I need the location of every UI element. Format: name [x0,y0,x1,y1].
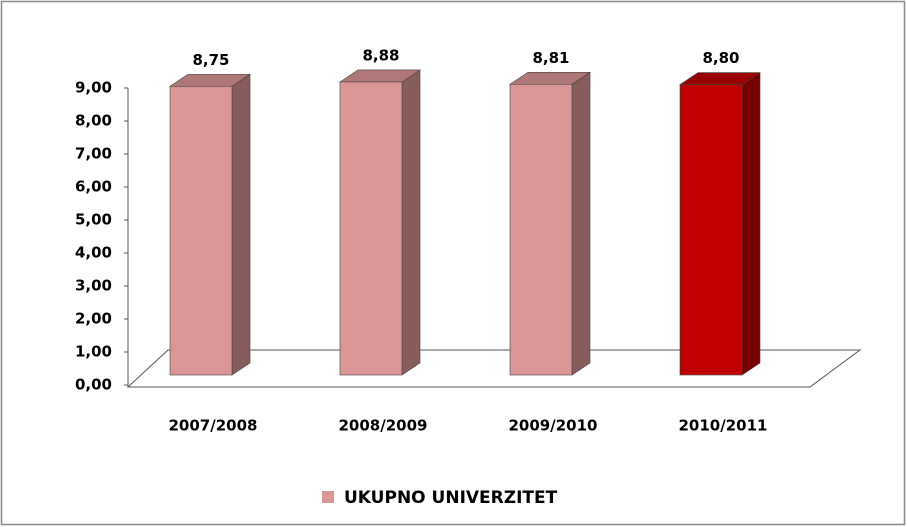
bar [169,85,233,376]
x-tick-label: 2008/2009 [339,417,428,435]
y-tick-label: 4,00 [75,244,112,262]
y-tick-label: 9,00 [75,79,112,97]
bar-side [231,73,251,376]
legend-swatch [322,491,334,503]
bar [679,84,743,376]
data-label: 8,80 [702,49,739,67]
x-tick-label: 2010/2011 [679,417,768,435]
y-tick-label: 5,00 [75,211,112,229]
bar [339,81,403,376]
y-tick-label: 1,00 [75,343,112,361]
bar-side [571,71,591,376]
y-tick-label: 2,00 [75,310,112,328]
data-label: 8,75 [192,51,229,69]
bar-side [401,69,421,376]
y-tick-label: 7,00 [75,145,112,163]
x-tick-label: 2009/2010 [509,417,598,435]
data-label: 8,88 [362,46,399,64]
bar [509,83,573,376]
bar-side [741,72,761,376]
x-tick-label: 2007/2008 [169,417,258,435]
y-tick-label: 6,00 [75,178,112,196]
y-tick-label: 8,00 [75,112,112,130]
y-tick-label: 0,00 [75,376,112,394]
y-tick-label: 3,00 [75,277,112,295]
legend-label: UKUPNO UNIVERZITET [344,488,558,508]
data-label: 8,81 [532,49,569,67]
floor [126,349,862,388]
